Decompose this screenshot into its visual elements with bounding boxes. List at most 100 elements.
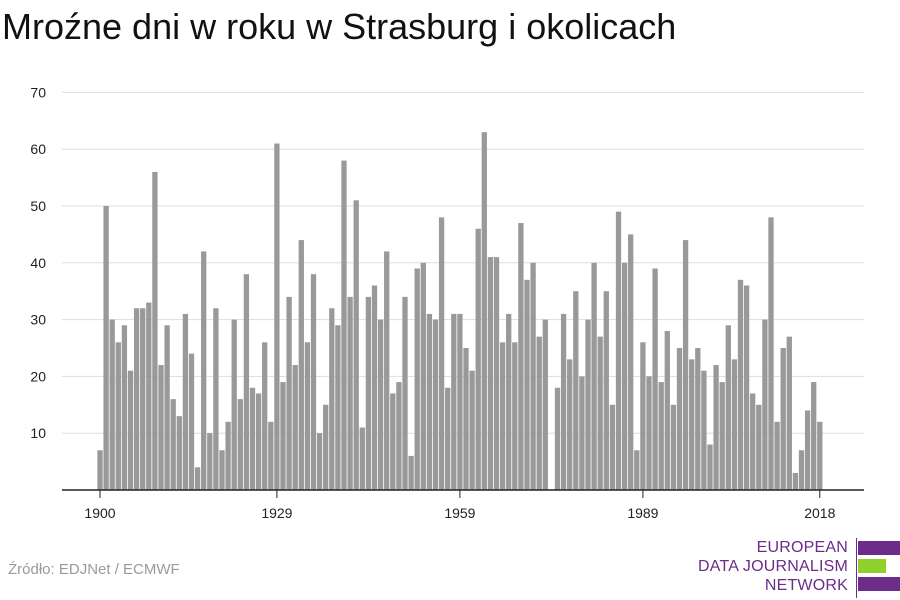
- bar-1991: [652, 268, 658, 490]
- logo-line-data-journalism: DATA JOURNALISM: [698, 558, 848, 575]
- logo-bar-bottom: [858, 577, 900, 591]
- chart-title: Mroźne dni w roku w Strasburg i okolicac…: [2, 6, 677, 47]
- bar-1902: [109, 319, 115, 490]
- bar-1958: [451, 313, 457, 490]
- bar-1901: [103, 206, 109, 490]
- bar-1996: [682, 240, 689, 490]
- bar-1961: [469, 370, 475, 490]
- bar-1967: [506, 313, 512, 490]
- bar-2000: [707, 444, 713, 490]
- bar-1924: [243, 274, 250, 490]
- bar-1963: [481, 132, 487, 490]
- bar-1931: [286, 296, 292, 490]
- bar-1919: [213, 308, 219, 490]
- bar-2004: [731, 359, 738, 490]
- bar-2007: [750, 393, 756, 490]
- bar-1906: [133, 308, 140, 490]
- bar-2012: [780, 348, 786, 490]
- y-tick-label: 50: [30, 198, 46, 214]
- bar-1920: [219, 450, 225, 490]
- bar-1999: [701, 370, 707, 490]
- bar-1971: [530, 262, 536, 490]
- bar-2008: [756, 404, 762, 490]
- bar-1911: [164, 325, 170, 490]
- bar-1908: [146, 302, 152, 490]
- bar-1960: [463, 348, 469, 490]
- bar-1942: [353, 200, 359, 490]
- y-tick-label: 10: [30, 425, 46, 441]
- y-tick-label: 60: [30, 141, 46, 157]
- bar-1965: [493, 257, 500, 490]
- bar-1925: [249, 387, 256, 490]
- x-tick-label: 1989: [627, 505, 658, 521]
- bar-1904: [121, 325, 128, 490]
- bar-1944: [365, 296, 372, 490]
- bar-1959: [457, 313, 463, 490]
- bar-1964: [487, 257, 494, 490]
- bar-1910: [158, 365, 164, 490]
- bar-1945: [371, 285, 378, 490]
- bar-1917: [201, 251, 207, 490]
- x-axis-ticks: 1900 1929 1959 1989 2018: [84, 490, 836, 521]
- bar-1907: [140, 308, 146, 490]
- bar-1934: [304, 342, 311, 490]
- bar-1977: [567, 359, 573, 490]
- bar-2005: [737, 279, 744, 490]
- bar-2015: [798, 450, 805, 490]
- bar-1972: [536, 336, 542, 490]
- logo-line-network: NETWORK: [764, 577, 848, 594]
- bar-1938: [329, 308, 335, 490]
- bar-2011: [774, 421, 780, 490]
- bar-1982: [597, 336, 603, 490]
- bar-2013: [786, 336, 792, 490]
- bar-1979: [579, 376, 585, 490]
- bar-1923: [237, 399, 243, 490]
- bar-2002: [719, 382, 725, 490]
- logo-bar-middle: [858, 559, 886, 573]
- bar-1955: [432, 319, 439, 490]
- bar-1941: [347, 296, 353, 490]
- bar-2014: [792, 472, 799, 490]
- bar-1954: [426, 313, 433, 490]
- source-note: Źródło: EDJNet / ECMWF: [8, 561, 180, 578]
- bar-1985: [615, 211, 622, 490]
- bar-1970: [524, 279, 530, 490]
- x-tick-label: 1929: [261, 505, 292, 521]
- bar-1978: [573, 291, 579, 490]
- bar-1975: [554, 387, 561, 490]
- x-tick-label: 1959: [444, 505, 475, 521]
- bar-1948: [390, 393, 396, 490]
- bar-1913: [176, 416, 182, 490]
- bar-1981: [591, 262, 597, 490]
- bars: [97, 132, 823, 491]
- bar-1928: [268, 421, 274, 490]
- bar-1926: [255, 393, 262, 490]
- bar-1983: [603, 291, 609, 490]
- bar-1937: [323, 404, 329, 490]
- logo-line-european: EUROPEAN: [756, 539, 848, 556]
- y-tick-label: 30: [30, 312, 46, 328]
- bar-1997: [689, 359, 695, 490]
- bar-1922: [231, 319, 237, 490]
- bar-1987: [628, 234, 634, 490]
- bar-2003: [725, 325, 731, 490]
- bar-1935: [310, 274, 317, 490]
- bar-1949: [396, 382, 402, 490]
- bar-1984: [609, 404, 616, 490]
- bar-1957: [445, 387, 451, 490]
- y-tick-label: 40: [30, 255, 46, 271]
- bar-1916: [194, 467, 201, 490]
- bar-1950: [402, 296, 408, 490]
- bar-1903: [115, 342, 121, 490]
- y-axis-ticks: 10 20 30 40 50 60 70: [30, 84, 46, 441]
- bar-2010: [768, 217, 774, 491]
- bar-1921: [225, 421, 231, 490]
- logo-text: EUROPEAN DATA JOURNALISM NETWORK: [698, 538, 848, 595]
- bar-1915: [188, 353, 195, 490]
- y-tick-label: 70: [30, 84, 46, 100]
- logo-divider: [856, 538, 857, 598]
- bar-1956: [438, 217, 445, 491]
- logo-bar-top: [858, 541, 900, 555]
- bar-1995: [676, 348, 683, 490]
- bar-1947: [384, 251, 390, 490]
